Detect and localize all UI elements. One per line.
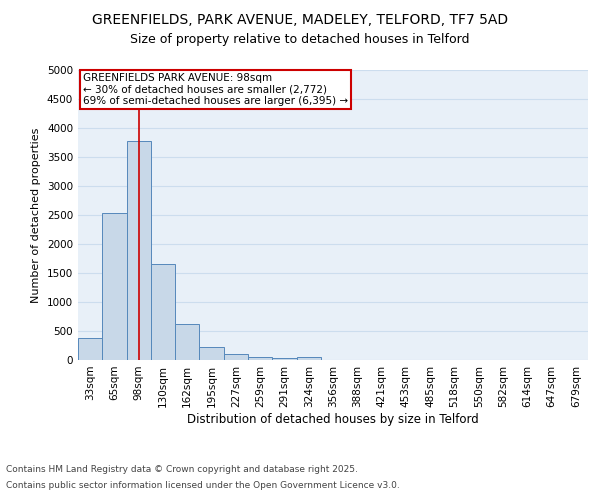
Text: GREENFIELDS, PARK AVENUE, MADELEY, TELFORD, TF7 5AD: GREENFIELDS, PARK AVENUE, MADELEY, TELFO… [92,12,508,26]
Bar [78,338,102,360]
Bar [102,214,127,360]
Bar [248,358,272,360]
Text: GREENFIELDS PARK AVENUE: 98sqm
← 30% of detached houses are smaller (2,772)
69% : GREENFIELDS PARK AVENUE: 98sqm ← 30% of … [83,73,348,106]
Text: Size of property relative to detached houses in Telford: Size of property relative to detached ho… [130,32,470,46]
Y-axis label: Number of detached properties: Number of detached properties [31,128,41,302]
X-axis label: Distribution of detached houses by size in Telford: Distribution of detached houses by size … [187,412,479,426]
Bar [224,354,248,360]
Bar [199,346,224,360]
Bar [296,357,321,360]
Bar [175,324,199,360]
Bar [151,264,175,360]
Text: Contains HM Land Registry data © Crown copyright and database right 2025.: Contains HM Land Registry data © Crown c… [6,466,358,474]
Text: Contains public sector information licensed under the Open Government Licence v3: Contains public sector information licen… [6,480,400,490]
Bar [272,358,296,360]
Bar [127,141,151,360]
